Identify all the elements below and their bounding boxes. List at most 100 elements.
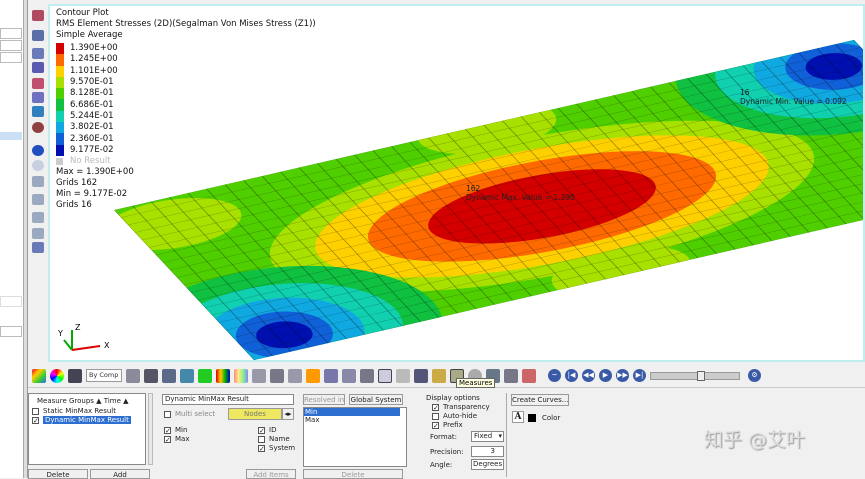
angle-select[interactable]: Degrees <box>471 459 504 470</box>
animation-slider[interactable] <box>650 372 740 380</box>
legend-label: 6.686E-01 <box>70 100 114 111</box>
search-field[interactable] <box>0 52 22 63</box>
color-wheel-icon[interactable] <box>50 369 64 383</box>
multi-select-checkbox[interactable]: Multi select <box>164 410 215 418</box>
contour-plot-icon[interactable] <box>216 369 230 383</box>
eye-icon[interactable] <box>32 160 44 171</box>
measure-group-item[interactable]: Static MinMax Result <box>29 405 145 415</box>
legend-level: 9.177E-02 <box>56 145 316 156</box>
model-icon[interactable] <box>162 369 176 383</box>
eye-icon[interactable] <box>32 176 44 187</box>
max-checkbox[interactable]: ✓Max <box>164 435 189 444</box>
mirror-icon[interactable] <box>180 369 194 383</box>
deformed-icon[interactable] <box>252 369 266 383</box>
shading-icon[interactable] <box>32 145 44 156</box>
main-toolbar: By Comp ~ |◀ ◀◀ ▶ ▶▶ ▶| ⚙ <box>28 364 865 388</box>
graphics-viewport[interactable]: Contour Plot RMS Element Stresses (2D)(S… <box>48 4 865 362</box>
resolved-item-min[interactable]: Min <box>304 408 400 416</box>
browser-selected-row[interactable] <box>0 132 22 140</box>
eye-icon[interactable] <box>32 194 44 205</box>
iso-icon[interactable] <box>270 369 284 383</box>
previous-frame-button[interactable]: ◀◀ <box>582 369 595 382</box>
next-frame-button[interactable]: ▶▶ <box>616 369 629 382</box>
color-swatch[interactable] <box>528 414 536 422</box>
precision-spinner[interactable]: 3 <box>471 446 504 457</box>
format-label: Format: <box>430 433 457 441</box>
format-select[interactable]: Fixed▾ <box>471 431 504 442</box>
scrollbar[interactable] <box>148 393 153 465</box>
view-icon[interactable] <box>32 48 44 59</box>
view-icon[interactable] <box>32 78 44 89</box>
display-options-title: Display options <box>426 394 506 403</box>
measure-groups-list[interactable]: Measure Groups ▲ Time ▲ Static MinMax Re… <box>28 393 146 465</box>
view-icon[interactable] <box>32 242 44 253</box>
vertical-toolbar <box>28 0 48 362</box>
auto-hide-checkbox[interactable]: Auto-hide <box>426 412 506 421</box>
legend-level: 5.244E-01 <box>56 111 316 122</box>
vector-icon[interactable] <box>342 369 356 383</box>
last-frame-button[interactable]: ▶| <box>633 369 646 382</box>
browser-field[interactable] <box>0 326 22 337</box>
eye-icon[interactable] <box>32 212 44 223</box>
legend-level: 9.570E-01 <box>56 77 316 88</box>
legend-min-grid: Grids 16 <box>56 200 316 211</box>
by-comp-select[interactable]: By Comp <box>86 369 122 382</box>
view-icon[interactable] <box>32 30 44 41</box>
browser-dropdown[interactable] <box>0 28 22 39</box>
min-annotation: 16 Dynamic Min. Value = 0.092 <box>740 88 847 106</box>
eye-icon[interactable] <box>32 228 44 239</box>
id-checkbox[interactable]: ✓ID <box>258 426 295 435</box>
view-icon[interactable] <box>32 62 44 73</box>
legend-icon[interactable] <box>234 369 248 383</box>
path-icon[interactable] <box>432 369 446 383</box>
create-curves-button[interactable]: Create Curves... <box>511 394 569 406</box>
tensor-icon[interactable] <box>324 369 338 383</box>
min-checkbox[interactable]: ✓Min <box>164 426 189 435</box>
time-header[interactable]: Time <box>104 397 121 405</box>
legend-level: 2.360E-01 <box>56 133 316 144</box>
resolved-in-button[interactable]: Resolved in... <box>303 394 345 405</box>
axis-transform-icon[interactable] <box>414 369 428 383</box>
measure-groups-header[interactable]: Measure Groups <box>37 397 94 405</box>
probe-icon[interactable] <box>306 369 320 383</box>
nodes-selector[interactable]: Nodes <box>228 408 282 420</box>
prefix-checkbox[interactable]: ✓Prefix <box>426 421 506 430</box>
measure-type-select[interactable]: Dynamic MinMax Result <box>162 394 294 405</box>
resolved-list[interactable]: Min Max <box>303 407 407 467</box>
reset-selection-button[interactable]: ◂▸ <box>282 408 294 420</box>
tracing-icon[interactable] <box>396 369 410 383</box>
axis-icon[interactable] <box>32 92 44 103</box>
browser-dropdown[interactable] <box>0 40 22 51</box>
first-frame-button[interactable]: |◀ <box>565 369 578 382</box>
contour-icon[interactable] <box>32 369 46 383</box>
note-icon[interactable] <box>378 369 392 383</box>
cut-icon[interactable] <box>288 369 302 383</box>
checkbox[interactable] <box>32 408 39 415</box>
animation-mode-icon[interactable]: ~ <box>548 369 561 382</box>
system-checkbox[interactable]: ✓System <box>258 444 295 453</box>
component-icon[interactable] <box>68 369 82 383</box>
max-annotation: 162 Dynamic Max. Value = 1.390 <box>466 184 575 202</box>
measure-group-item[interactable]: ✓Dynamic MinMax Result <box>29 415 145 424</box>
curve-icon[interactable] <box>522 369 536 383</box>
angle-label: Angle: <box>430 461 452 469</box>
font-button[interactable]: A <box>512 411 524 423</box>
color-icon[interactable] <box>32 122 44 133</box>
view-icon[interactable] <box>32 10 44 21</box>
resolved-item-max[interactable]: Max <box>304 416 406 424</box>
group-icon[interactable] <box>198 369 212 383</box>
transparency-checkbox[interactable]: ✓Transparency <box>426 403 506 412</box>
animation-settings-button[interactable]: ⚙ <box>748 369 761 382</box>
global-system-button[interactable]: Global System <box>349 394 403 405</box>
checkbox[interactable]: ✓ <box>32 417 39 424</box>
play-button[interactable]: ▶ <box>599 369 612 382</box>
legend-swatch <box>56 54 64 65</box>
section-icon[interactable] <box>360 369 374 383</box>
name-checkbox[interactable]: Name <box>258 435 295 444</box>
wireframe-icon[interactable] <box>126 369 140 383</box>
browser-field[interactable] <box>0 296 22 307</box>
hotspot-icon[interactable] <box>504 369 518 383</box>
shaded-icon[interactable] <box>144 369 158 383</box>
legend-no-result: No Result <box>56 156 316 167</box>
display-icon[interactable] <box>32 106 44 117</box>
